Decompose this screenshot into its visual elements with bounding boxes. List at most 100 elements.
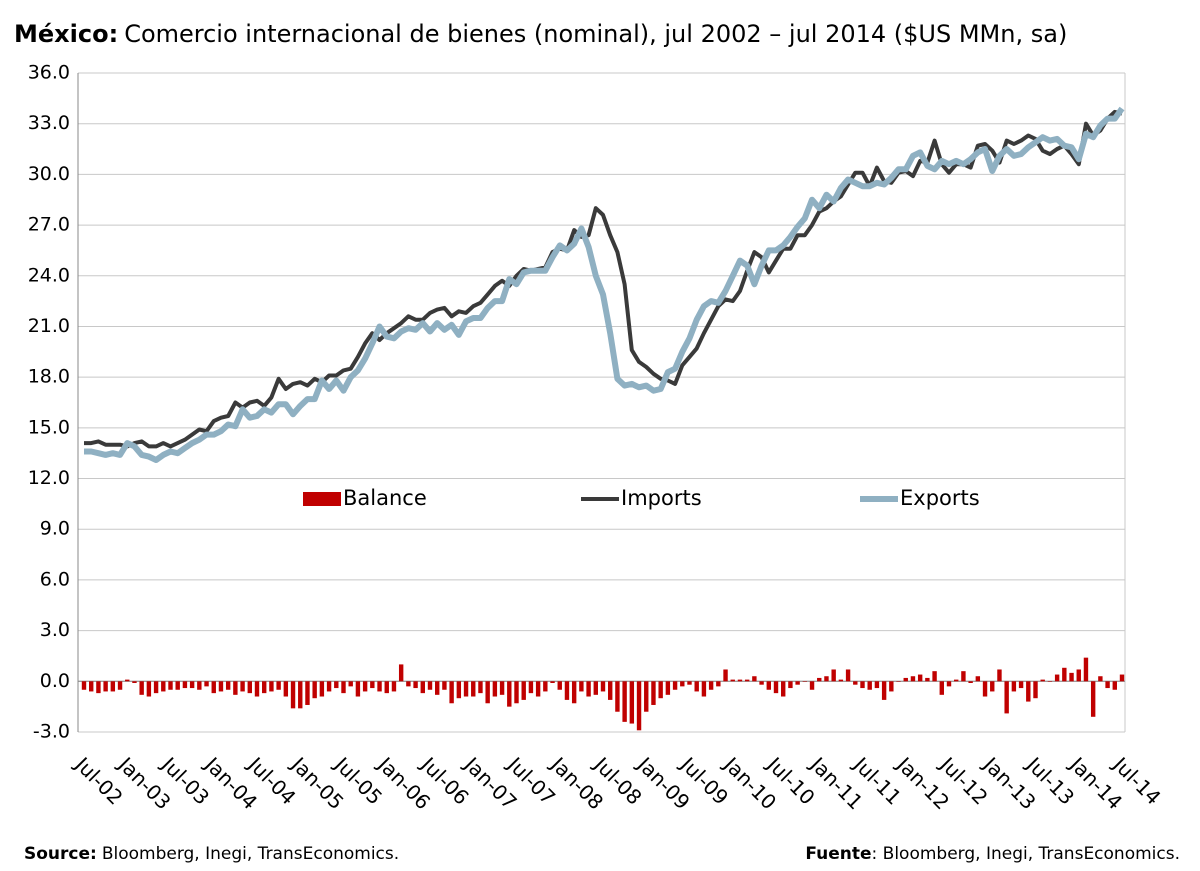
chart-title: México: Comercio internacional de bienes … [14, 20, 1067, 48]
bar [608, 681, 613, 700]
bar [708, 681, 714, 690]
bar [990, 681, 995, 692]
bar [125, 679, 130, 682]
x-tick-label: Jul-02 [69, 751, 128, 810]
y-tick-label: 36.0 [28, 62, 70, 84]
title-text: Comercio internacional de bienes (nomina… [124, 20, 1067, 48]
bar [788, 681, 793, 689]
y-tick-label: 18.0 [28, 366, 70, 388]
bar [701, 681, 707, 697]
bar [204, 681, 209, 687]
bar [824, 676, 829, 682]
y-tick-label: 9.0 [40, 518, 70, 540]
bar [860, 681, 865, 689]
bar [499, 681, 505, 695]
bar [1105, 681, 1110, 689]
bar [571, 681, 577, 704]
bar [161, 681, 166, 692]
bar [146, 681, 152, 697]
bar [521, 681, 526, 700]
fuente: Fuente: Bloomberg, Inegi, TransEconomics… [805, 844, 1180, 864]
bar [932, 671, 937, 682]
bar [1090, 681, 1096, 717]
bar [694, 681, 699, 692]
bar [298, 681, 303, 709]
bar [802, 681, 808, 682]
y-tick-label: 6.0 [40, 568, 70, 590]
bar [391, 681, 397, 692]
bar [442, 681, 447, 690]
bar [413, 681, 418, 689]
bar [528, 681, 534, 694]
bar [1062, 667, 1067, 682]
bar [110, 681, 116, 692]
bar [903, 677, 908, 682]
bar [96, 681, 101, 694]
bar [838, 679, 844, 682]
bar [153, 681, 159, 694]
bar [269, 681, 274, 692]
bar [355, 681, 361, 697]
line [84, 106, 1125, 463]
bar [586, 681, 591, 697]
bar [1083, 657, 1089, 682]
bar [189, 681, 195, 689]
y-tick-label: 0.0 [40, 670, 70, 692]
bar [117, 681, 123, 690]
bar [377, 681, 382, 692]
bar [420, 681, 425, 694]
bar [954, 679, 959, 682]
bar [622, 681, 627, 722]
bar [564, 681, 570, 700]
bar [1004, 681, 1009, 714]
bar [881, 681, 887, 700]
y-tick-label: 3.0 [40, 619, 70, 641]
bar [723, 669, 728, 682]
bar [1040, 679, 1045, 682]
bar [766, 681, 771, 690]
bar [975, 676, 981, 682]
bar [225, 681, 231, 690]
bar [550, 681, 555, 683]
bar [182, 681, 188, 689]
bar [1069, 672, 1074, 682]
bar [132, 681, 137, 683]
bar [809, 681, 815, 690]
fuente-text: : Bloomberg, Inegi, TransEconomics. [872, 844, 1180, 864]
bar [687, 681, 692, 685]
bar [781, 681, 786, 697]
bar [348, 681, 353, 687]
legend-item: Balance [303, 486, 427, 510]
bar [262, 681, 267, 694]
bar [456, 681, 462, 699]
bar [168, 681, 173, 690]
bar [831, 669, 836, 682]
bar [240, 681, 245, 692]
bar [896, 681, 901, 682]
bar [370, 681, 375, 689]
legend-item: Imports [581, 486, 702, 510]
bar [492, 681, 498, 697]
legend-item: Exports [860, 486, 980, 510]
bar [427, 681, 433, 690]
bar [629, 681, 635, 724]
bar [81, 681, 87, 690]
bar [435, 681, 440, 695]
y-tick-label: 30.0 [28, 163, 70, 185]
bar [139, 681, 144, 695]
bar [362, 681, 368, 692]
y-tick-label: -3.0 [33, 721, 70, 743]
bar [982, 681, 988, 697]
bar [874, 681, 880, 689]
bar [636, 681, 642, 731]
source-prefix: Source: [24, 844, 97, 864]
bar [89, 681, 94, 692]
bar [449, 681, 454, 704]
bar [752, 676, 757, 682]
bar [917, 674, 923, 682]
bar [961, 671, 966, 682]
bar [463, 681, 469, 697]
bar [600, 681, 606, 692]
legend-swatch [303, 492, 341, 506]
bar [341, 681, 346, 694]
